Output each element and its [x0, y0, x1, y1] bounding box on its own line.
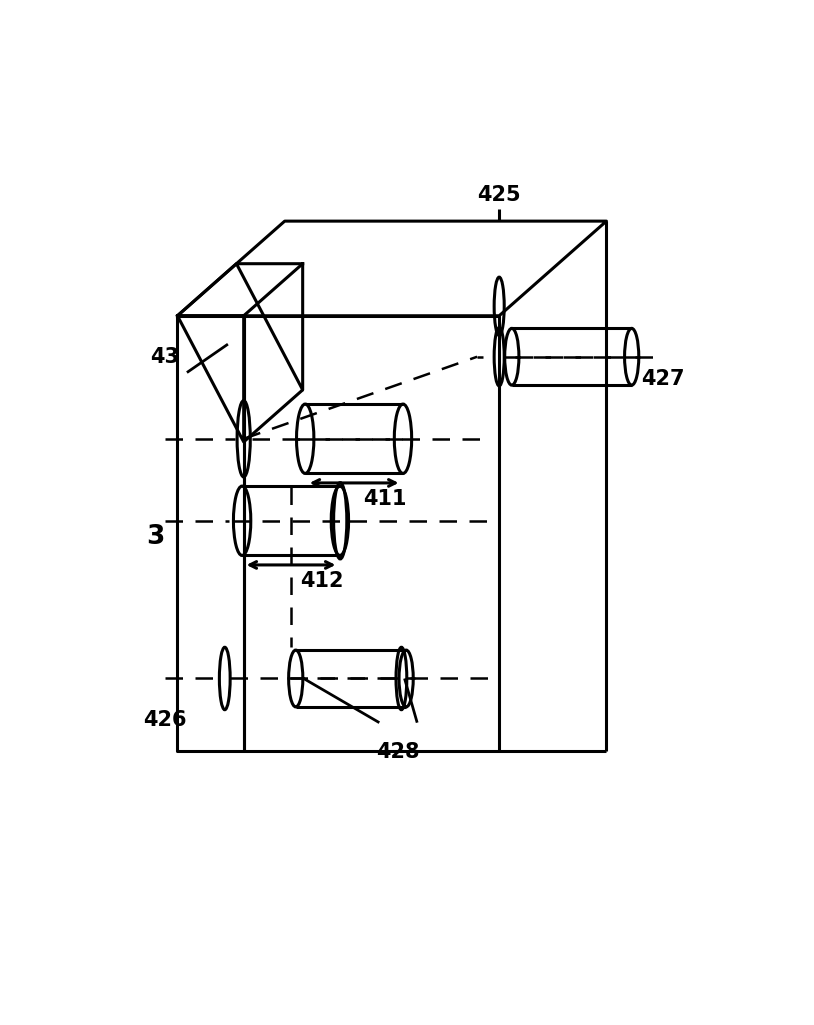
Text: 428: 428 — [377, 741, 420, 762]
Text: 3: 3 — [147, 524, 164, 549]
Text: 427: 427 — [641, 369, 685, 388]
Text: 43: 43 — [151, 346, 179, 367]
Text: 411: 411 — [364, 489, 407, 509]
Text: 425: 425 — [477, 186, 521, 205]
Text: 412: 412 — [300, 571, 344, 591]
Text: 426: 426 — [143, 710, 186, 730]
